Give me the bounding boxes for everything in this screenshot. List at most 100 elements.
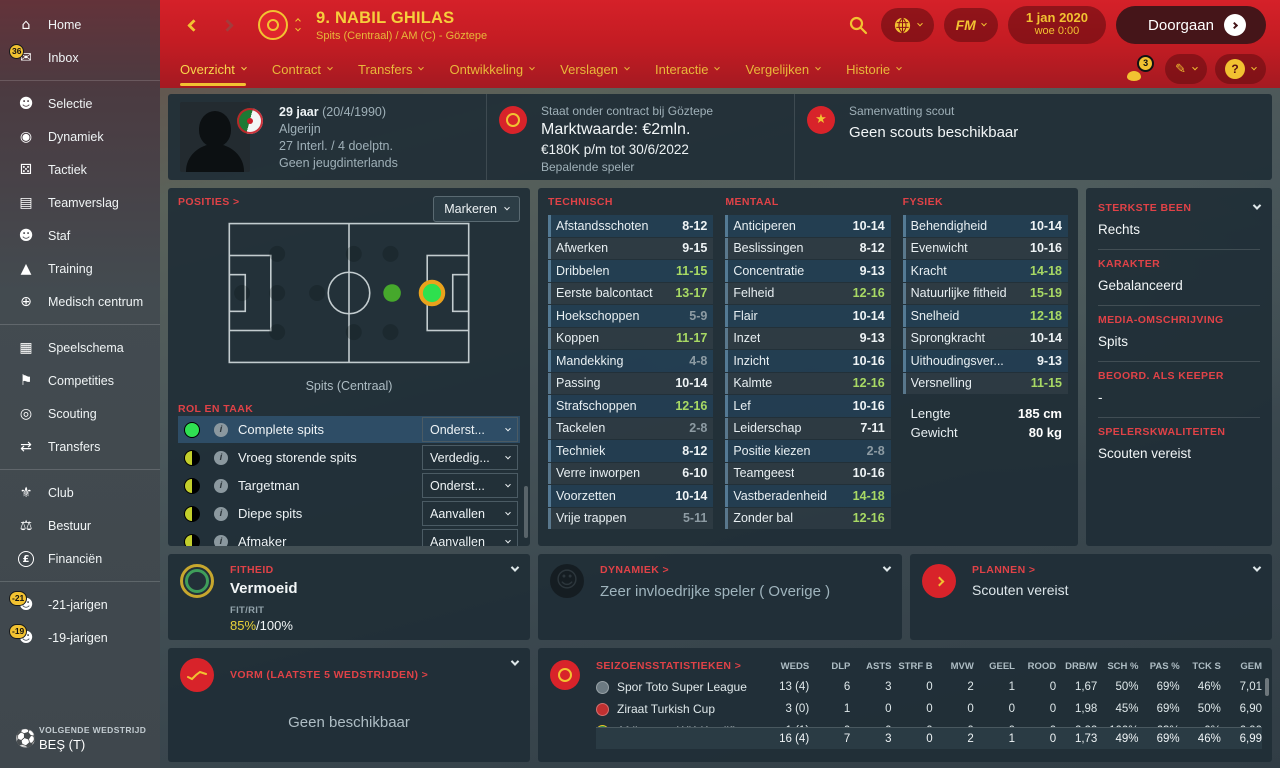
sidebar-item-home[interactable]: ⌂ Home — [0, 8, 160, 41]
role-row[interactable]: i Diepe spits Aanvallen — [178, 500, 520, 527]
chevron-down-icon — [241, 64, 247, 71]
player-youth-caps: Geen jeugdinterlands — [279, 156, 398, 170]
tab[interactable]: Verslagen — [560, 53, 630, 86]
plans-title[interactable]: PLANNEN > — [972, 564, 1036, 576]
world-menu[interactable] — [880, 8, 934, 42]
sidebar-item-competities[interactable]: ⚑ Competities — [0, 364, 160, 397]
role-name: Complete spits — [238, 422, 324, 437]
info-icon[interactable]: i — [214, 478, 228, 493]
game-date[interactable]: 1 jan 2020 woe 0:00 — [1007, 6, 1106, 44]
sidebar-item-label: Dynamiek — [48, 129, 104, 144]
chevron-down-icon[interactable] — [295, 25, 301, 31]
notification-badge: 3 — [1137, 55, 1155, 72]
sidebar-item-tactiek[interactable]: ⚄ Tactiek — [0, 153, 160, 186]
continue-button[interactable]: Doorgaan — [1116, 6, 1266, 44]
training-icon: ▲ — [20, 260, 32, 277]
stats-header-row: SEIZOENSSTATISTIEKEN > WEDS DLP ASTS STR… — [596, 660, 1262, 672]
scrollbar[interactable] — [524, 486, 528, 538]
duty-dropdown[interactable]: Aanvallen — [422, 529, 518, 546]
duty-dropdown[interactable]: Verdedig... — [422, 445, 518, 470]
chevron-down-icon — [1192, 64, 1198, 71]
sidebar-item-transfers[interactable]: ⇄ Transfers — [0, 430, 160, 463]
sidebar-item-21-jarigen[interactable]: ☻ -21 -21-jarigen — [0, 588, 160, 621]
position-dot-striker — [418, 279, 446, 307]
attribute-row: Teamgeest 10-16 — [725, 462, 891, 484]
role-row[interactable]: i Afmaker Aanvallen — [178, 528, 520, 546]
duty-dropdown[interactable]: Onderst... — [422, 473, 518, 498]
goztepe-crest-icon — [550, 660, 580, 690]
player-cycle-control[interactable] — [295, 17, 301, 32]
chevron-down-icon[interactable] — [510, 563, 520, 572]
attribute-row: Eerste balcontact 13-17 — [548, 282, 714, 304]
attribute-row: Techniek 8-12 — [548, 440, 714, 462]
tab[interactable]: Interactie — [655, 53, 721, 86]
chevron-up-icon[interactable] — [295, 17, 301, 24]
side-info-section: BEOORD. ALS KEEPER - — [1098, 362, 1260, 418]
season-stats-panel: SEIZOENSSTATISTIEKEN > WEDS DLP ASTS STR… — [538, 648, 1272, 762]
duty-dropdown[interactable]: Onderst... — [422, 417, 518, 442]
info-icon[interactable]: i — [214, 506, 228, 521]
whistle-icon[interactable]: 3 — [1123, 55, 1157, 83]
sidebar-item-medisch-centrum[interactable]: ⊕ Medisch centrum — [0, 285, 160, 318]
info-icon[interactable]: i — [214, 422, 228, 437]
tab[interactable]: Overzicht — [180, 53, 247, 86]
scrollbar[interactable] — [1265, 678, 1269, 696]
mark-dropdown[interactable]: Markeren — [433, 196, 520, 222]
dynamics-panel: ☺ DYNAMIEK > Zeer invloedrijke speler ( … — [538, 554, 902, 640]
chevron-down-icon[interactable] — [882, 563, 892, 572]
sidebar-item-label: Club — [48, 485, 74, 500]
attribute-row: Lef 10-16 — [725, 395, 891, 417]
sidebar: ⌂ Home ✉ 36 Inbox — [0, 0, 160, 768]
club-crest-icon[interactable] — [258, 10, 288, 40]
sidebar-item-19-jarigen[interactable]: ☻ -19 -19-jarigen — [0, 621, 160, 654]
sidebar-item-dynamiek[interactable]: ◉ Dynamiek — [0, 120, 160, 153]
condition-ring-icon — [180, 564, 214, 598]
goztepe-crest-icon — [499, 106, 527, 134]
stats-title[interactable]: SEIZOENSSTATISTIEKEN > — [596, 660, 742, 672]
forward-button[interactable] — [214, 12, 240, 38]
role-row[interactable]: i Complete spits Onderst... — [178, 416, 520, 443]
next-match[interactable]: ⚽ VOLGENDE WEDSTRIJD BEŞ (T) — [0, 713, 160, 768]
search-icon[interactable] — [845, 12, 871, 38]
form-title[interactable]: VORM (LAATSTE 5 WEDSTRIJDEN) > — [230, 669, 429, 681]
sidebar-item-training[interactable]: ▲ Training — [0, 252, 160, 285]
info-icon[interactable]: i — [214, 450, 228, 465]
duty-dropdown[interactable]: Aanvallen — [422, 501, 518, 526]
tab[interactable]: Transfers — [358, 53, 425, 86]
sidebar-item-speelschema[interactable]: ▦ Speelschema — [0, 331, 160, 364]
sidebar-item-label: Medisch centrum — [48, 294, 144, 309]
content-area: 29 jaar (20/4/1990) Algerijn 27 Interl. … — [160, 88, 1280, 762]
tab[interactable]: Contract — [272, 53, 333, 86]
info-icon[interactable]: i — [214, 534, 228, 546]
positions-title[interactable]: POSITIES > — [178, 196, 240, 208]
edit-menu[interactable]: ✎ — [1165, 54, 1207, 84]
role-row[interactable]: i Vroeg storende spits Verdedig... — [178, 444, 520, 471]
role-ability-icon — [184, 449, 200, 466]
tactics-icon: ⚄ — [19, 161, 33, 178]
sidebar-item-staf[interactable]: ☻ Staf — [0, 219, 160, 252]
attribute-row: Felheid 12-16 — [725, 282, 891, 304]
tab[interactable]: Ontwikkeling — [449, 53, 536, 86]
sidebar-item-club[interactable]: ⚜ Club — [0, 476, 160, 509]
scout-star-icon: ★ — [807, 106, 835, 134]
chevron-down-icon[interactable] — [1252, 563, 1262, 572]
mental-attributes: MENTAAL Anticiperen 10-14 Beslissingen 8… — [725, 196, 891, 538]
spor-toto-league-icon — [596, 680, 609, 694]
role-row[interactable]: i Targetman Onderst... — [178, 472, 520, 499]
dynamics-title[interactable]: DYNAMIEK > — [600, 564, 670, 576]
wage-line: €180K p/m tot 30/6/2022 — [541, 142, 689, 157]
sidebar-item-financien[interactable]: £ Financiën — [0, 542, 160, 575]
attribute-row: Anticiperen 10-14 — [725, 215, 891, 237]
sidebar-item-selectie[interactable]: ☻ Selectie — [0, 87, 160, 120]
sidebar-item-label: Bestuur — [48, 518, 92, 533]
tab[interactable]: Vergelijken — [745, 53, 821, 86]
sidebar-item-teamverslag[interactable]: ▤ Teamverslag — [0, 186, 160, 219]
help-menu[interactable]: ? — [1215, 54, 1266, 84]
sidebar-item-scouting[interactable]: ◎ Scouting — [0, 397, 160, 430]
sidebar-item-bestuur[interactable]: ⚖ Bestuur — [0, 509, 160, 542]
fm-menu[interactable]: FM — [943, 8, 998, 42]
tab[interactable]: Historie — [846, 53, 903, 86]
sidebar-item-inbox[interactable]: ✉ 36 Inbox — [0, 41, 160, 74]
attribute-row: Flair 10-14 — [725, 305, 891, 327]
back-button[interactable] — [180, 12, 206, 38]
